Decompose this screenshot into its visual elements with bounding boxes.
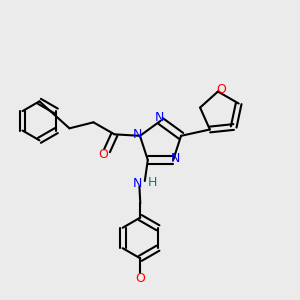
Text: O: O [217,82,226,96]
Text: H: H [148,176,157,189]
Text: O: O [98,148,108,161]
Text: O: O [135,272,145,285]
Text: N: N [154,111,164,124]
Text: N: N [133,178,142,190]
Text: N: N [171,152,180,165]
Text: N: N [133,128,142,141]
